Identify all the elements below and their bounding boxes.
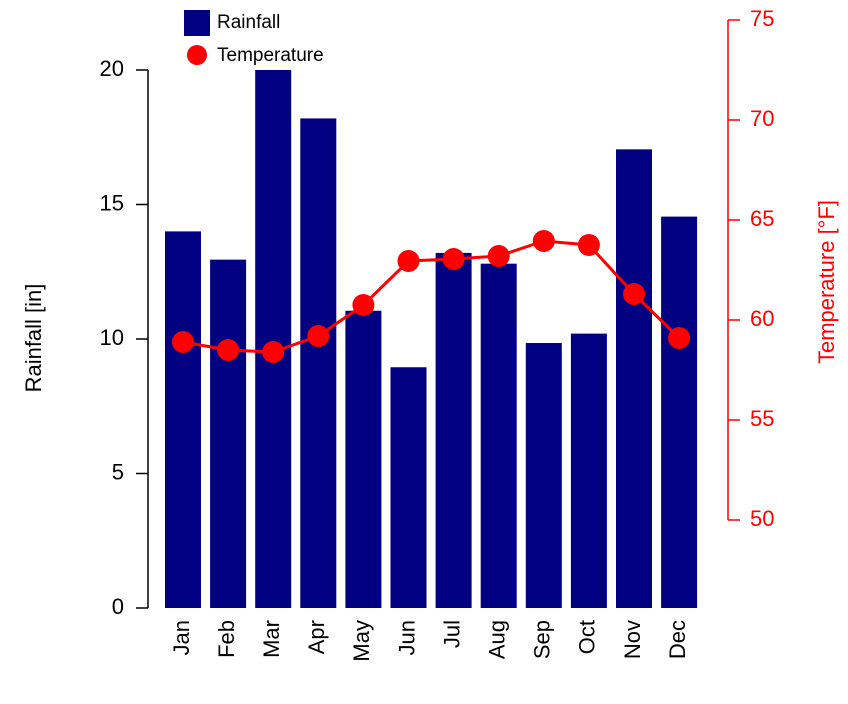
- y2-tick-label: 65: [750, 206, 774, 231]
- temperature-point: [487, 245, 510, 267]
- temperature-point: [532, 230, 555, 252]
- bar: [661, 216, 698, 609]
- y2-tick-label: 70: [750, 106, 774, 131]
- legend-label: Rainfall: [217, 12, 280, 33]
- legend-swatch: [184, 10, 210, 36]
- bar: [435, 252, 472, 609]
- bar: [345, 310, 382, 608]
- x-tick-label: Jan: [169, 620, 194, 655]
- x-tick-label: Feb: [214, 620, 239, 658]
- x-tick-label: Oct: [575, 620, 600, 654]
- y-tick-label: 0: [112, 594, 124, 619]
- temperature-point: [577, 234, 600, 256]
- temperature-point: [668, 327, 691, 349]
- x-tick-label: May: [349, 620, 374, 662]
- temperature-point: [217, 339, 240, 361]
- temperature-point: [352, 294, 375, 316]
- x-tick-label: Dec: [665, 620, 690, 659]
- x-tick-label: Mar: [259, 620, 284, 658]
- x-tick-label: Nov: [620, 620, 645, 659]
- temperature-point: [307, 325, 330, 347]
- bar: [480, 263, 517, 608]
- y-tick-label: 20: [100, 56, 124, 81]
- legend-swatch: [187, 45, 207, 65]
- y-tick-label: 15: [100, 190, 124, 215]
- temperature-point: [397, 250, 420, 272]
- bar: [616, 149, 652, 609]
- legend-label: Temperature: [217, 45, 324, 66]
- x-tick-label: Sep: [530, 620, 555, 659]
- y2-tick-label: 50: [750, 506, 774, 531]
- bar: [165, 231, 201, 608]
- y-tick-label: 5: [112, 459, 124, 484]
- x-tick-label: Apr: [304, 620, 329, 654]
- y-axis-label: Rainfall [in]: [21, 284, 46, 393]
- bar: [255, 70, 292, 608]
- temperature-point: [262, 341, 285, 363]
- temperature-point: [442, 248, 465, 270]
- bar: [210, 259, 247, 608]
- y2-axis-label: Temperature [°F]: [814, 200, 839, 364]
- bar: [390, 367, 427, 608]
- x-tick-label: Aug: [485, 620, 510, 659]
- temperature-point: [623, 283, 645, 305]
- x-tick-label: Jul: [439, 620, 464, 648]
- bar: [525, 343, 562, 608]
- bar: [570, 333, 607, 608]
- y2-tick-label: 60: [750, 306, 774, 331]
- y-tick-label: 10: [100, 325, 124, 350]
- bar: [300, 118, 337, 609]
- x-tick-label: Jun: [394, 620, 419, 655]
- temperature-point: [172, 331, 194, 353]
- y2-tick-label: 75: [750, 6, 774, 31]
- y2-tick-label: 55: [750, 406, 774, 431]
